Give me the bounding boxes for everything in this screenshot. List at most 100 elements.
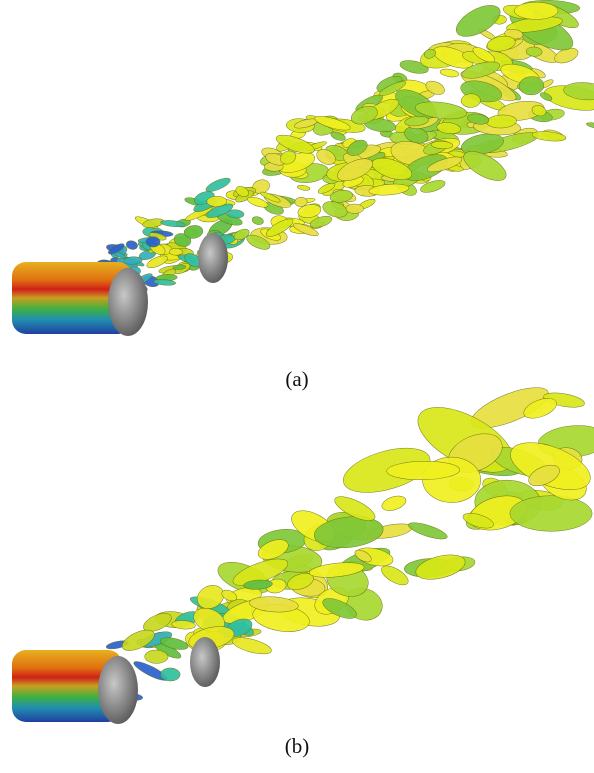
vortex-structure <box>322 201 348 218</box>
vortex-structure <box>316 149 336 165</box>
vortex-structure <box>460 93 481 108</box>
cylinder-end <box>198 233 228 283</box>
vortex-structure <box>275 134 315 154</box>
vortex-structure <box>297 204 322 218</box>
vortex-structure <box>206 196 228 207</box>
vortex-structure <box>280 150 297 165</box>
vortex-structure <box>345 203 365 214</box>
vortex-structure <box>249 596 299 613</box>
vortex-structure <box>404 115 429 127</box>
vortex-structure <box>586 122 594 129</box>
vortex-structure <box>143 613 172 632</box>
vortex-structure <box>160 220 186 228</box>
vortex-structure <box>461 133 504 155</box>
vortex-structure <box>334 496 376 521</box>
vortex-structure <box>381 565 409 586</box>
cylinder-body <box>12 262 132 334</box>
vortex-structure <box>171 620 196 630</box>
vortex-structure <box>322 598 357 619</box>
vortex-structure <box>509 495 593 532</box>
vortex-structure <box>525 46 543 57</box>
vortex-structure <box>314 116 351 131</box>
vortex-structure <box>123 256 143 265</box>
vortex-structure <box>308 562 365 578</box>
vortex-structure <box>528 464 560 487</box>
vortex-structure <box>172 264 187 270</box>
vortex-structure <box>108 243 125 255</box>
vortex-structure <box>350 106 378 125</box>
vortex-structure <box>463 151 507 181</box>
vortex-structure <box>125 240 138 250</box>
cylinder-end <box>98 656 138 724</box>
vortex-structure <box>153 279 176 286</box>
vortex-structure <box>221 589 238 602</box>
vortex-structure <box>226 209 245 219</box>
vortex-structure <box>330 131 346 141</box>
vortex-structure <box>414 101 468 120</box>
vortex-structure <box>145 236 161 248</box>
vortex-structure <box>425 80 445 95</box>
vortex-structure <box>462 512 494 529</box>
vortex-structure <box>246 234 271 250</box>
vortex-structure <box>294 197 308 207</box>
vortex-structure <box>523 398 557 419</box>
panel-caption: (a) <box>285 367 308 391</box>
vortex-structure <box>146 255 168 268</box>
vortex-structure <box>354 549 372 563</box>
vortex-structure <box>386 461 460 480</box>
vortex-structure <box>424 48 436 59</box>
vortex-structure <box>408 522 448 540</box>
vortex-structure <box>420 180 446 193</box>
vortex-structure <box>260 191 281 203</box>
vortex-structure <box>160 667 181 682</box>
vortex-structure <box>467 113 490 125</box>
vortex-structure <box>205 177 231 192</box>
cylinder-body <box>12 650 122 722</box>
vortex-structure <box>169 248 183 256</box>
vortex-structure <box>233 228 250 241</box>
vortex-structure <box>518 76 544 96</box>
vortex-structure <box>243 579 273 590</box>
vortex-structure <box>235 186 249 197</box>
vortex-structure <box>456 5 501 37</box>
vortex-structure <box>514 1 559 20</box>
vortex-structure <box>563 82 594 101</box>
vortex-structure <box>368 183 410 196</box>
panel-caption: (b) <box>285 734 310 758</box>
vortex-structure <box>486 35 516 52</box>
vortex-structure <box>144 649 169 664</box>
panel-b-image <box>12 387 594 724</box>
vortex-structure <box>257 539 289 560</box>
vortex-structure <box>461 61 501 79</box>
vortex-structure <box>540 92 553 101</box>
vortex-structure <box>436 122 461 135</box>
vortex-structure <box>430 141 454 149</box>
vortex-structure <box>378 81 406 96</box>
vortex-structure <box>531 131 567 142</box>
vortex-structure <box>287 573 314 590</box>
vortex-structure <box>439 68 460 78</box>
vortex-structure <box>531 105 547 117</box>
vortex-structure <box>297 184 311 191</box>
vortex-structure <box>426 156 463 173</box>
vortex-structure <box>309 215 333 228</box>
vortex-structure <box>231 637 272 655</box>
vortex-structure <box>265 218 294 237</box>
vortex-structure <box>314 516 384 548</box>
vortex-structure <box>121 629 155 651</box>
vortex-structure <box>347 139 368 156</box>
cylinder-end <box>108 268 148 336</box>
vortex-structure <box>381 495 407 511</box>
vortex-structure <box>317 182 336 194</box>
vortex-structure <box>251 216 264 225</box>
vortex-structure <box>329 189 353 203</box>
vortex-structure <box>292 223 319 237</box>
vortex-structure <box>184 225 204 239</box>
vortex-structure <box>337 158 373 182</box>
vortex-structure <box>159 637 189 650</box>
vortex-structure <box>196 585 225 609</box>
vortex-structure <box>472 47 496 63</box>
panel-a-image <box>12 0 594 336</box>
